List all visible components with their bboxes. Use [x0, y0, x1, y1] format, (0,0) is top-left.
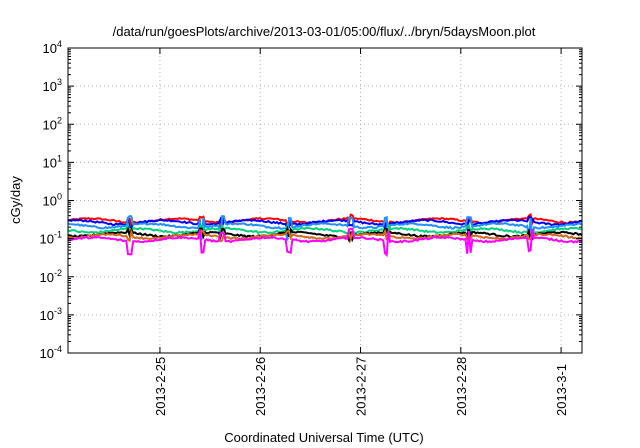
series-line: [67, 227, 583, 258]
y-tick-label: 102: [43, 115, 62, 132]
x-axis-label: Coordinated Universal Time (UTC): [224, 430, 423, 445]
y-tick-label: 10-3: [40, 306, 62, 323]
x-tick-label: 2013-2-25: [153, 357, 168, 416]
y-axis: 10-4 10-3 10-2 10-1 100 101 102 103 104: [40, 39, 582, 361]
y-tick-label: 10-1: [40, 230, 62, 247]
x-tick-label: 2013-2-26: [253, 357, 268, 416]
x-axis: 2013-2-25 2013-2-26 2013-2-27 2013-2-28 2013…: [153, 48, 569, 416]
series-line: [67, 225, 583, 244]
y-axis-label: cGy/day: [8, 176, 23, 224]
grid: [68, 47, 582, 354]
series-line: [67, 215, 583, 233]
series-line: [67, 221, 583, 238]
y-tick-label: 104: [43, 39, 62, 56]
x-tick-label: 2013-2-28: [454, 357, 469, 416]
y-tick-label: 10-4: [40, 344, 62, 361]
series-line: [67, 214, 583, 241]
chart-title: /data/run/goesPlots/archive/2013-03-01/0…: [113, 24, 536, 39]
y-tick-label: 100: [43, 192, 62, 209]
y-tick-label: 101: [43, 153, 62, 170]
x-tick-label: 2013-3-1: [554, 364, 569, 416]
y-tick-label: 10-2: [40, 268, 62, 285]
x-tick-label: 2013-2-27: [354, 357, 369, 416]
series-lines: [67, 212, 583, 258]
series-line: [67, 228, 583, 243]
y-tick-label: 103: [43, 77, 62, 94]
